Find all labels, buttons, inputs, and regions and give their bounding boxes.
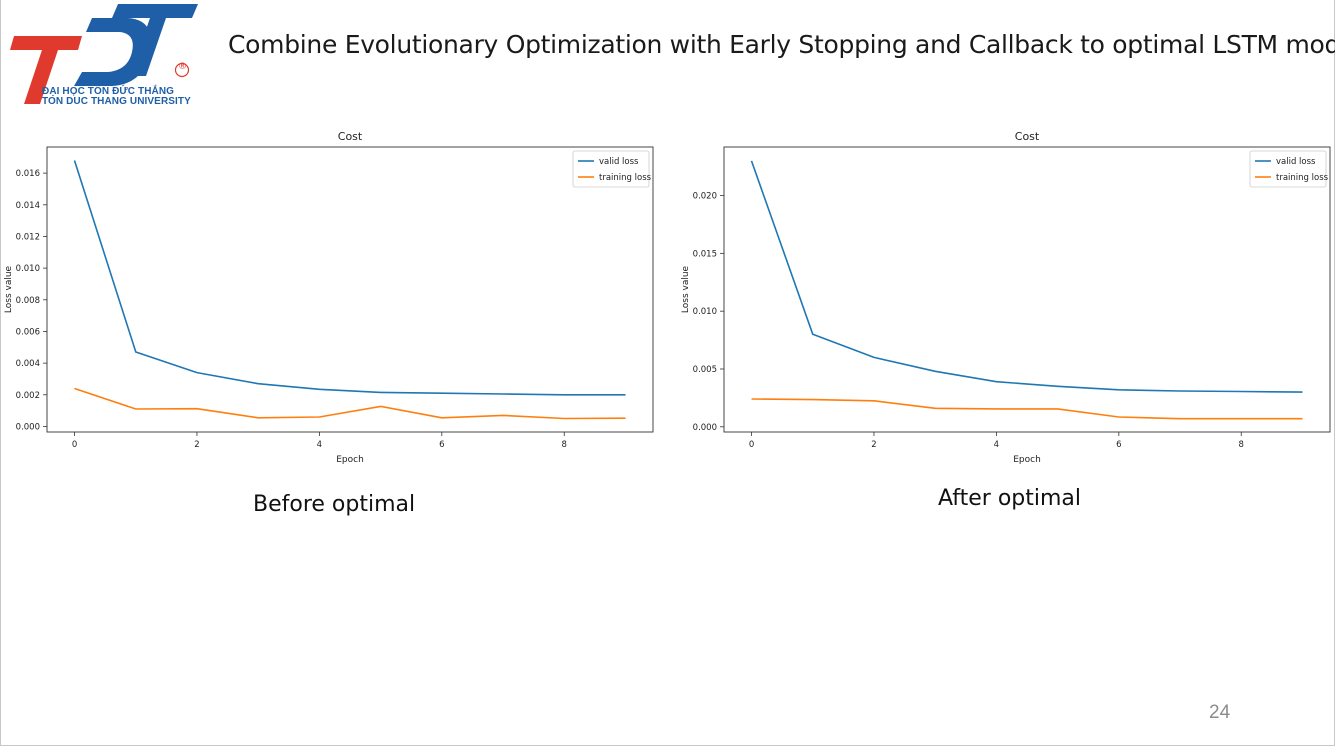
loss-chart-before: Cost 0 2 4 6 8 0.000 0.002 0.004 0.006 0.008 0.010 0… (4, 130, 654, 465)
x-tick-label: 0 (72, 440, 77, 450)
x-tick-label: 4 (994, 440, 999, 450)
y-tick-label: 0.010 (693, 307, 717, 317)
x-tick-label: 6 (439, 440, 444, 450)
y-tick-label: 0.006 (16, 327, 40, 337)
x-tick-label: 2 (194, 440, 199, 450)
legend: valid loss training loss (572, 150, 652, 188)
chart-title: Cost (1015, 130, 1040, 143)
loss-chart-after: Cost 0 2 4 6 8 0.000 0.005 0.010 0.015 0.020 Epoch L… (681, 130, 1331, 465)
x-tick-label: 2 (871, 440, 876, 450)
y-tick-label: 0.008 (16, 296, 40, 306)
legend-label: valid loss (599, 157, 639, 167)
x-axis-label: Epoch (336, 455, 364, 465)
x-tick-label: 4 (317, 440, 322, 450)
chart-after-optimal: Cost 0 2 4 6 8 0.000 0.005 0.010 0.015 0.020 Epoch L… (677, 125, 1335, 470)
x-tick-label: 8 (1239, 440, 1244, 450)
legend-box (1249, 150, 1327, 188)
series-line (751, 398, 1303, 420)
y-tick-label: 0.020 (693, 192, 717, 202)
y-tick-label: 0.002 (16, 391, 40, 401)
x-tick-label: 6 (1116, 440, 1121, 450)
plot-frame (723, 146, 1331, 433)
legend-label: valid loss (1276, 157, 1316, 167)
x-tick-label: 0 (749, 440, 754, 450)
y-tick-label: 0.016 (16, 169, 40, 179)
y-tick-label: 0.014 (16, 201, 40, 211)
y-tick-label: 0.005 (693, 365, 717, 375)
logo-line-english: TON DUC THANG UNIVERSITY (42, 96, 191, 107)
y-tick-label: 0.000 (693, 423, 717, 433)
x-tick-label: 8 (562, 440, 567, 450)
slide-title: Combine Evolutionary Optimization with E… (228, 30, 1335, 59)
legend-label: training loss (1276, 173, 1329, 183)
caption-before-optimal: Before optimal (253, 492, 416, 517)
series-line (750, 160, 1303, 393)
legend: valid loss training loss (1249, 150, 1329, 188)
legend-label: training loss (599, 173, 652, 183)
registered-mark: ® (178, 62, 187, 72)
chart-title: Cost (338, 130, 363, 143)
y-axis-label: Loss value (681, 265, 691, 313)
y-tick-label: 0.012 (16, 232, 40, 242)
university-logo: ® ĐẠI HỌC TÔN ĐỨC THẮNG TON DUC THANG UN… (0, 0, 200, 110)
page-number: 24 (1209, 702, 1231, 723)
y-tick-label: 0.015 (693, 249, 717, 259)
caption-after-optimal: After optimal (938, 486, 1082, 511)
x-axis-label: Epoch (1013, 455, 1041, 465)
plot-frame (46, 146, 654, 433)
chart-before-optimal: Cost 0 2 4 6 8 0.000 0.002 0.004 0.006 0.008 0.010 0… (0, 125, 665, 470)
legend-box (572, 150, 650, 188)
y-tick-label: 0.010 (16, 264, 40, 274)
y-tick-label: 0.000 (16, 422, 40, 432)
logo-line-vietnamese: ĐẠI HỌC TÔN ĐỨC THẮNG (42, 86, 175, 97)
y-tick-label: 0.004 (16, 359, 40, 369)
series-line (73, 160, 626, 396)
y-axis-label: Loss value (4, 265, 14, 313)
tdt-logo-mark (10, 4, 198, 104)
series-line (74, 387, 626, 420)
